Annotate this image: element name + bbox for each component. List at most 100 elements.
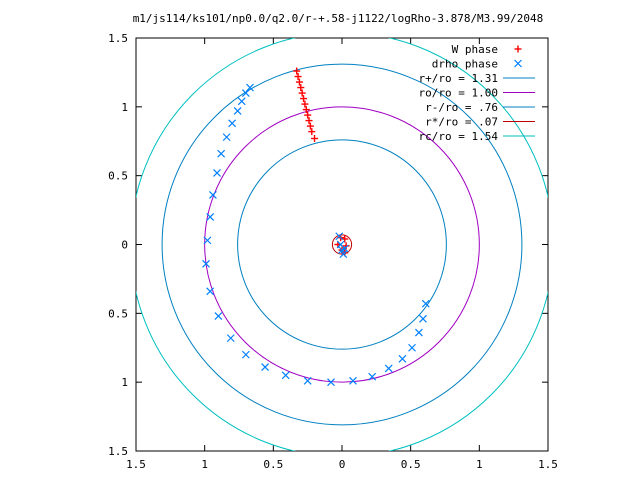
- legend-label: drho phase: [432, 58, 498, 71]
- marker-stroke: [246, 83, 254, 92]
- marker-stroke: [349, 376, 357, 385]
- drho-phase-point: [202, 259, 210, 268]
- marker-stroke: [281, 371, 290, 380]
- drho-phase-point: [327, 378, 335, 387]
- data-points: [202, 67, 430, 387]
- marker-stroke: [340, 244, 349, 253]
- drho-phase-point: [384, 364, 393, 373]
- plot-frame: [135, 37, 549, 452]
- y-tick-label: 1.5: [108, 445, 128, 458]
- y-tick-label: 0.5: [108, 307, 128, 320]
- w-phase-point: [294, 73, 302, 81]
- drho-phase-point: [241, 350, 250, 359]
- w-phase-point: [293, 67, 301, 75]
- w-phase-point: [297, 84, 305, 92]
- w-phase-point: [300, 95, 308, 103]
- marker-stroke: [237, 97, 246, 106]
- drho-phase-point: [208, 191, 217, 199]
- marker-stroke: [408, 343, 416, 352]
- y-tick-label: 1: [121, 101, 128, 114]
- w-phase-point: [301, 100, 309, 108]
- drho-phase-point: [340, 244, 349, 253]
- w-phase-point: [295, 78, 303, 86]
- x-tick-label: 1.5: [126, 458, 146, 471]
- marker-stroke: [384, 364, 393, 373]
- marker-stroke: [419, 314, 427, 323]
- drho-phase-point: [398, 354, 407, 363]
- drho-phase-point: [368, 372, 377, 381]
- marker-stroke: [241, 89, 250, 97]
- marker-stroke: [335, 232, 344, 241]
- marker-stroke: [206, 287, 215, 296]
- drho-phase-point: [349, 376, 357, 385]
- w-phase-point: [298, 89, 306, 97]
- legend-label: ro/ro = 1.00: [419, 87, 498, 100]
- legend-marker: [514, 45, 522, 53]
- y-tick-label: 1.5: [108, 32, 128, 45]
- reference-circles: [136, 38, 548, 451]
- marker-stroke: [368, 372, 377, 381]
- drho-phase-point: [226, 334, 235, 343]
- drho-phase-point: [217, 149, 226, 158]
- marker-stroke: [261, 363, 270, 371]
- legend-label: r*/ro = .07: [425, 116, 498, 129]
- legend-marker: [514, 59, 522, 68]
- marker-stroke: [208, 191, 217, 199]
- axis-ticks: 1.5 1 0.5 0 0.5 1 1.51.510.500.511.5: [108, 32, 558, 471]
- x-tick-label: 1.5: [538, 458, 558, 471]
- marker-stroke: [241, 350, 250, 359]
- w-phase-point: [342, 242, 350, 250]
- w-phase-point: [302, 106, 310, 114]
- drho-phase-point: [214, 312, 223, 321]
- drho-phase-point: [414, 328, 423, 337]
- legend-label: rc/ro = 1.54: [419, 130, 499, 143]
- drho-phase-point: [237, 97, 246, 106]
- drho-phase-point: [408, 343, 416, 352]
- drho-phase-point: [228, 119, 237, 128]
- drho-phase-point: [246, 83, 254, 92]
- drho-phase-point: [261, 363, 270, 371]
- drho-phase-point: [419, 314, 427, 323]
- y-tick-label: 1: [121, 376, 128, 389]
- w-phase-point: [304, 111, 312, 119]
- marker-stroke: [202, 259, 210, 268]
- marker-stroke: [398, 354, 407, 363]
- marker-stroke: [303, 376, 312, 385]
- drho-phase-point: [213, 168, 221, 177]
- drho-phase-point: [233, 107, 242, 115]
- w-phase-point: [311, 134, 319, 142]
- w-phase-point: [308, 128, 316, 136]
- w-phase-point: [305, 117, 313, 125]
- x-tick-label: 0.5: [263, 458, 283, 471]
- x-tick-label: 0: [339, 458, 346, 471]
- drho-phase-point: [206, 287, 215, 296]
- drho-phase-point: [281, 371, 290, 380]
- marker-stroke: [421, 299, 430, 308]
- x-tick-label: 0.5: [401, 458, 421, 471]
- drho-phase-point: [335, 232, 344, 241]
- drho-phase-point: [421, 299, 430, 308]
- y-tick-label: 0.5: [108, 170, 128, 183]
- marker-stroke: [414, 328, 423, 337]
- x-tick-label: 1: [476, 458, 483, 471]
- marker-stroke: [339, 250, 348, 259]
- w-phase-point: [306, 122, 314, 130]
- marker-stroke: [222, 133, 231, 142]
- reference-circle: [331, 234, 353, 255]
- marker-stroke: [214, 312, 223, 321]
- y-tick-label: 0: [121, 239, 128, 252]
- marker-stroke: [514, 59, 522, 68]
- marker-stroke: [217, 149, 226, 158]
- drho-phase-point: [241, 89, 250, 97]
- marker-stroke: [203, 236, 212, 245]
- legend-label: W phase: [452, 43, 498, 56]
- chart-title: m1/js114/ks101/np0.0/q2.0/r-+.58-j1122/l…: [133, 12, 544, 25]
- marker-stroke: [228, 119, 237, 128]
- x-tick-label: 1: [201, 458, 208, 471]
- drho-phase-point: [206, 213, 215, 221]
- drho-phase-point: [203, 236, 212, 245]
- marker-stroke: [206, 213, 215, 221]
- reference-circle: [204, 106, 480, 383]
